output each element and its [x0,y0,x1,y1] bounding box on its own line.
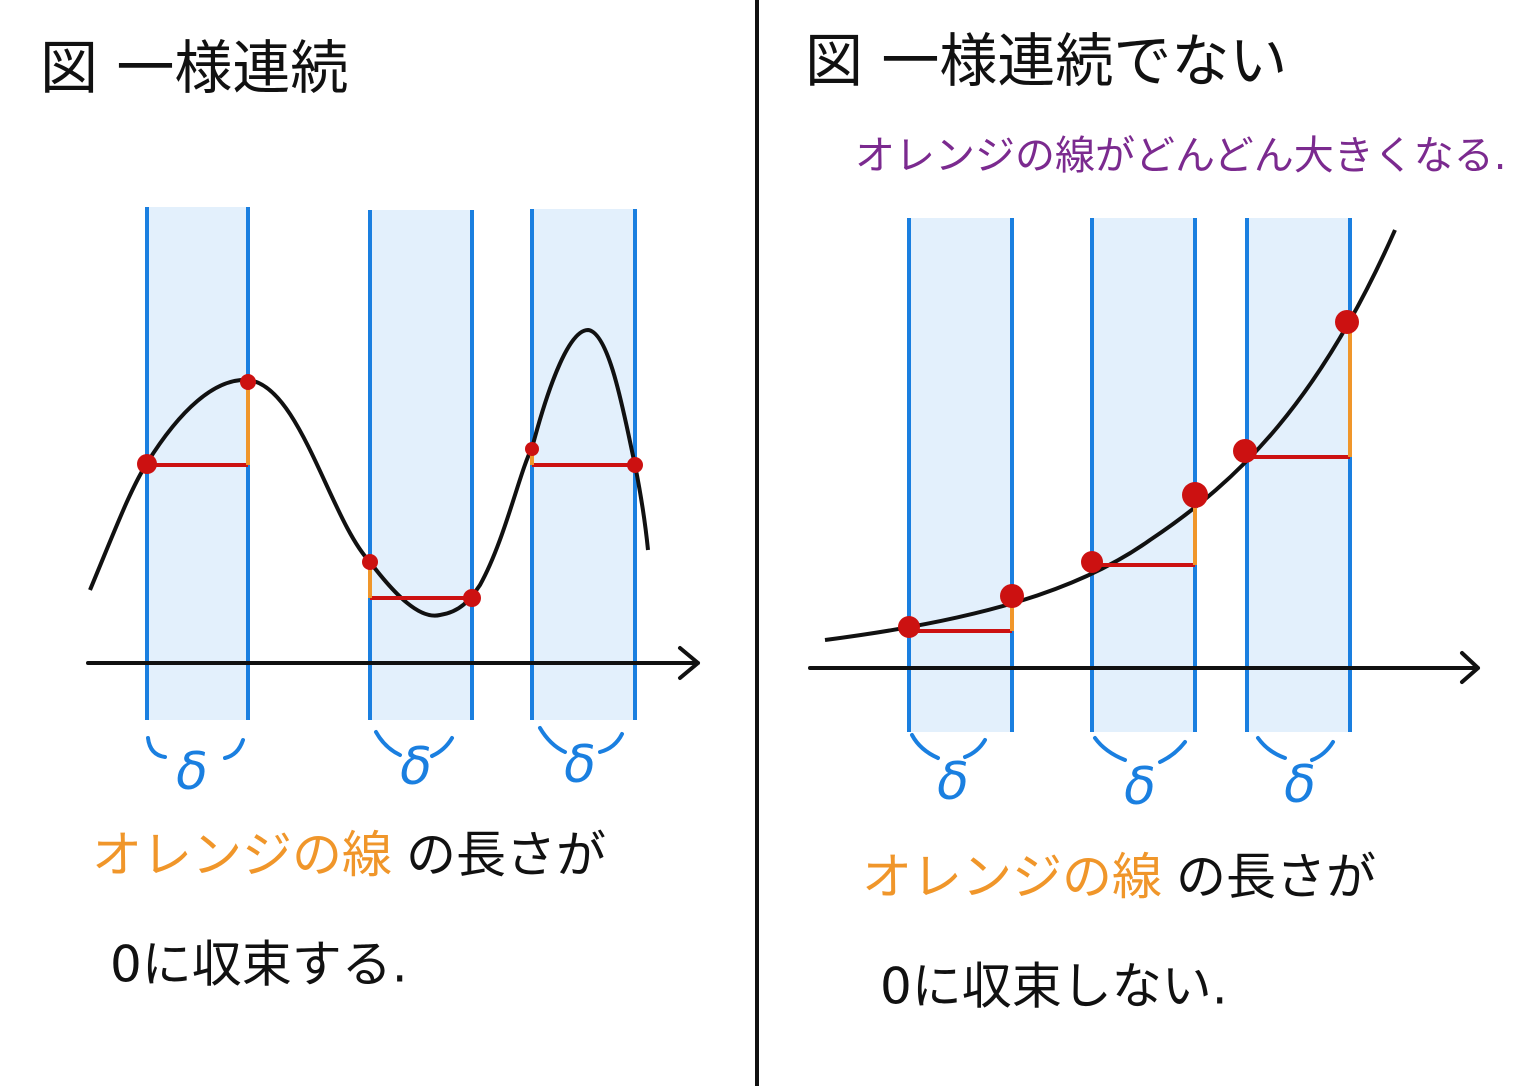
x-axis [86,646,700,680]
point [1182,482,1208,508]
title: 図 一様連続 [40,34,348,102]
title: 図 一様連続でない [805,27,1287,95]
delta-label: δ [564,735,596,795]
point [627,457,643,473]
brace [146,736,245,760]
band [370,210,472,720]
band [1092,218,1195,732]
caption-black: の長さが [1176,848,1376,906]
delta-label: δ [1284,755,1316,815]
delta-label: δ [400,737,432,797]
caption-orange: オレンジの線 [862,848,1162,906]
point [1000,584,1024,608]
band [909,218,1012,732]
point [137,454,157,474]
delta-label: δ [176,742,208,802]
brace [1093,736,1187,764]
note: オレンジの線がどんどん大きくなる. [855,133,1507,179]
left-panel: 図 一様連続 δ δ δ オレンジの線 の長さが [40,34,700,994]
conclusion: 0に収束する. [110,936,408,994]
caption: オレンジの線 の長さが [862,848,1376,906]
delta-label: δ [937,752,969,812]
bands [907,218,1352,732]
brace [374,730,454,758]
band [1247,218,1350,732]
point [362,554,378,570]
brace [538,726,624,754]
point [463,589,481,607]
point [1081,551,1103,573]
caption-orange: オレンジの線 [92,826,392,884]
brace [910,733,987,760]
point [240,374,256,390]
delta-label: δ [1124,757,1156,817]
point [1233,439,1257,463]
brace [1256,736,1335,762]
function-curve [88,327,650,618]
x-axis [808,651,1480,684]
right-panel: 図 一様連続でない オレンジの線がどんどん大きくなる. δ [805,27,1507,1015]
point [525,442,539,456]
caption-black: の長さが [406,826,606,884]
point [898,616,920,638]
caption: オレンジの線 の長さが [92,826,606,884]
conclusion: 0に収束しない. [880,958,1228,1016]
function-curve [824,229,1397,642]
point [1335,310,1359,334]
